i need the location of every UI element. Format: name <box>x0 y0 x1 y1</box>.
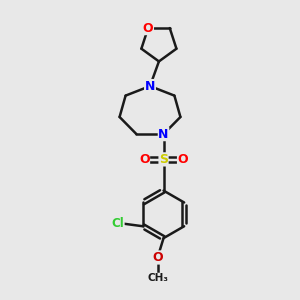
Text: O: O <box>143 22 153 34</box>
Text: S: S <box>159 153 168 166</box>
Text: Cl: Cl <box>111 217 124 230</box>
Text: O: O <box>152 251 163 264</box>
Text: N: N <box>145 80 155 93</box>
Text: O: O <box>139 153 149 166</box>
Text: N: N <box>158 128 169 141</box>
Text: O: O <box>178 153 188 166</box>
Text: CH₃: CH₃ <box>147 273 168 283</box>
Text: N: N <box>145 80 155 93</box>
